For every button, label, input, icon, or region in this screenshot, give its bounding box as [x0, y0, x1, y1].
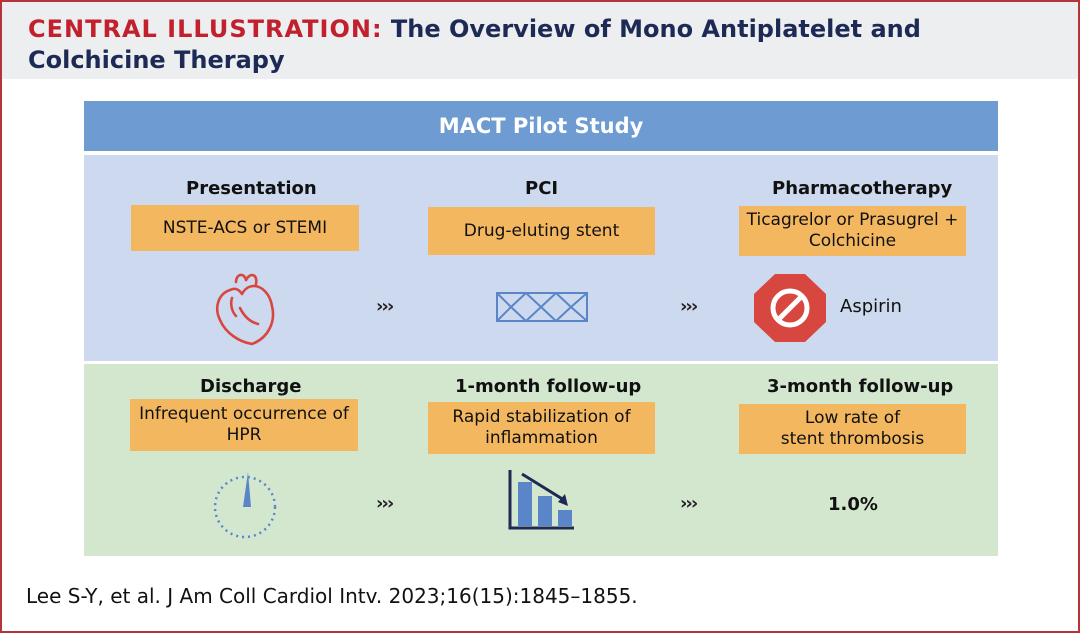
followup-3-month-box: Low rate of stent thrombosis	[739, 404, 966, 454]
heart-icon	[216, 273, 275, 346]
presentation-box-line-1: NSTE-ACS or STEMI	[162, 217, 328, 238]
followup-1-month-box: Rapid stabilization of inflammation	[428, 402, 655, 454]
page-title: CENTRAL ILLUSTRATION: The Overview of Mo…	[28, 14, 1058, 76]
pci-label: PCI	[525, 178, 559, 199]
pci-box: Drug-eluting stent	[428, 207, 655, 255]
followup-3-month-box-line-1: Low rate of	[804, 408, 901, 428]
declining-bar-chart-icon	[508, 470, 574, 530]
title-line-2: Colchicine Therapy	[28, 46, 285, 74]
aspirin-label: Aspirin	[840, 296, 902, 317]
discharge-label: Discharge	[200, 376, 302, 397]
followup-1-month-label: 1-month follow-up	[455, 376, 642, 397]
followup-1-month-box-line-2: inflammation	[485, 428, 598, 448]
pharmacotherapy-label: Pharmacotherapy	[772, 178, 953, 199]
discharge-box-line-2: HPR	[226, 425, 262, 445]
pharmacotherapy-box: Ticagrelor or Prasugrel + Colchicine	[739, 206, 966, 256]
header: CENTRAL ILLUSTRATION: The Overview of Mo…	[2, 2, 1078, 79]
dial-gauge-icon	[213, 472, 277, 539]
discharge-box-line-1: Infrequent occurrence of	[139, 404, 349, 424]
presentation-box: NSTE-ACS or STEMI	[131, 205, 359, 251]
title-prefix: CENTRAL ILLUSTRATION:	[28, 15, 383, 43]
followup-1-month-box-line-1: Rapid stabilization of	[452, 407, 631, 427]
pharmacotherapy-box-line-1: Ticagrelor or Prasugrel +	[746, 210, 959, 230]
title-line-1: The Overview of Mono Antiplatelet and	[390, 15, 921, 43]
arrow-2: ›››	[680, 296, 698, 317]
arrow-3: ›››	[376, 493, 394, 514]
stent-thrombosis-rate: 1.0%	[828, 494, 878, 515]
arrow-4: ›››	[680, 493, 698, 514]
presentation-label: Presentation	[186, 178, 317, 199]
citation: Lee S-Y, et al. J Am Coll Cardiol Intv. …	[26, 584, 638, 608]
discharge-box: Infrequent occurrence of HPR	[130, 399, 358, 451]
prohibited-sign-icon	[754, 274, 826, 342]
followup-3-month-box-line-2: stent thrombosis	[780, 429, 925, 449]
upper-band	[84, 155, 998, 361]
pharmacotherapy-box-line-2: Colchicine	[808, 231, 897, 251]
study-banner: MACT Pilot Study	[84, 101, 998, 151]
followup-3-month-label: 3-month follow-up	[767, 376, 954, 397]
stent-icon	[496, 292, 588, 322]
pci-box-line-1: Drug-eluting stent	[463, 220, 620, 241]
arrow-1: ›››	[376, 296, 394, 317]
